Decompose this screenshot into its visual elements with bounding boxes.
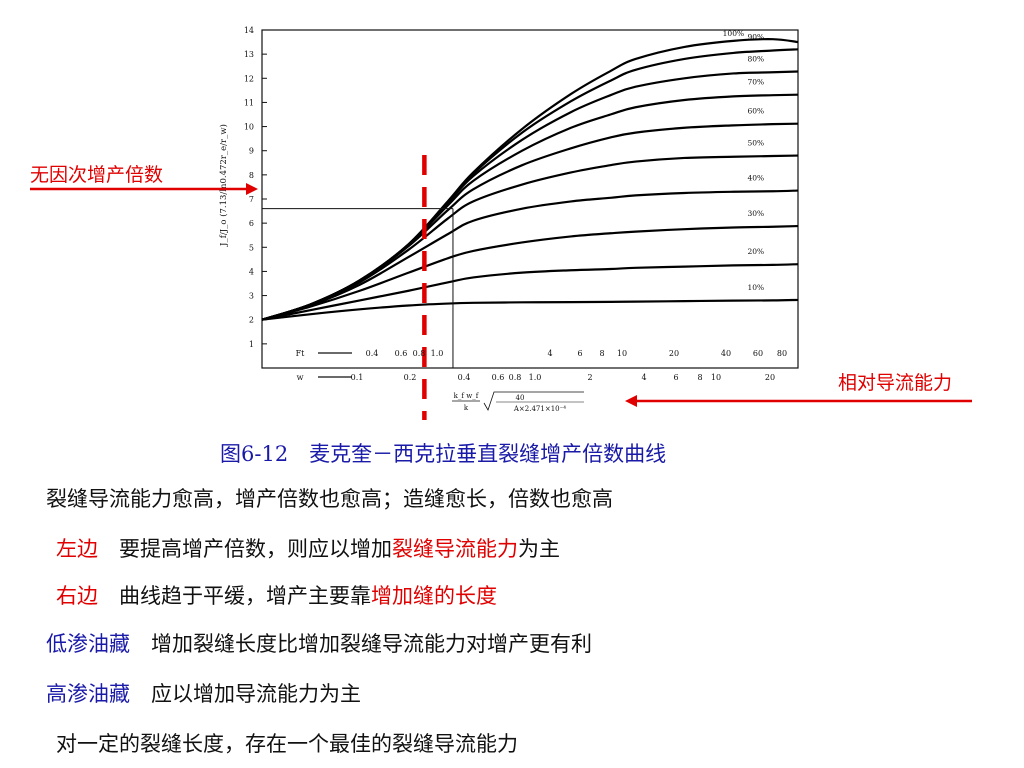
x-formula-denominator: k (464, 404, 469, 412)
curve-100pct (261, 38, 799, 321)
y-tick-label: 8 (249, 171, 254, 180)
ft-tick-label: 60 (753, 349, 763, 358)
y-tick-label: 12 (244, 74, 254, 83)
y-tick-label: 1 (249, 340, 254, 349)
y-tick-label: 10 (244, 123, 254, 132)
right-arrow-head (625, 395, 637, 407)
w-tick-label: 0.4 (458, 373, 471, 382)
series-label: 30% (748, 209, 765, 218)
ft-tick-label: 8 (599, 349, 604, 358)
w-tick-label: 1.0 (529, 373, 542, 382)
ft-row-label: Ft (296, 349, 306, 358)
dimensionless-yield-multiple-label: 无因次增产倍数 (30, 164, 164, 186)
w-tick-label: 2 (587, 373, 592, 382)
x-formula-inner-denominator: A×2.471×10⁻⁴ (513, 405, 566, 413)
ft-tick-label: 0.8 (413, 349, 426, 358)
w-tick-label: 6 (673, 373, 678, 382)
curve-30pct (261, 224, 799, 321)
x-formula-inner-numerator: 40 (516, 394, 525, 402)
y-tick-label: 13 (244, 50, 254, 59)
w-tick-label: 0.1 (351, 373, 364, 382)
curve-50pct (261, 154, 799, 321)
series-label: 60% (748, 107, 765, 116)
w-tick-label: 4 (641, 373, 646, 382)
series-label: 50% (748, 139, 765, 148)
note-line: 对一定的裂缝长度，存在一个最佳的裂缝导流能力 (56, 728, 518, 758)
series-label: 90% (748, 32, 765, 41)
w-row-label: w (297, 373, 304, 382)
y-tick-label: 4 (249, 267, 254, 276)
note-segment: 右边 (56, 584, 98, 608)
ft-tick-label: 20 (669, 349, 679, 358)
y-tick-label: 5 (249, 243, 254, 252)
ft-tick-label: 0.6 (395, 349, 408, 358)
ft-tick-label: 4 (547, 349, 552, 358)
y-tick-label: 14 (244, 26, 254, 35)
curve-20pct (261, 263, 799, 321)
series-label: 80% (748, 55, 765, 64)
ft-tick-label: 1.0 (431, 349, 444, 358)
note-segment: 曲线趋于平缓，增产主要靠 (98, 584, 371, 608)
w-tick-label: 0.6 (492, 373, 505, 382)
note-segment: 裂缝导流能力 (392, 537, 518, 561)
left-arrow-head (246, 183, 258, 195)
note-segment: 增加裂缝长度比增加裂缝导流能力对增产更有利 (130, 632, 592, 656)
note-segment: 对一定的裂缝长度，存在一个最佳的裂缝导流能力 (56, 732, 518, 756)
series-label: 100% (723, 29, 744, 38)
ft-tick-label: 10 (617, 349, 627, 358)
note-segment: 为主 (518, 537, 560, 561)
x-formula-numerator: k_f w_f (454, 392, 480, 400)
ft-tick-label: 40 (721, 349, 731, 358)
curve-90pct (261, 48, 799, 321)
note-segment: 要提高增产倍数，则应以增加 (98, 537, 392, 561)
series-label: 20% (748, 247, 765, 256)
w-tick-label: 10 (711, 373, 721, 382)
note-line: 裂缝导流能力愈高，增产倍数也愈高；造缝愈长，倍数也愈高 (46, 483, 613, 513)
y-tick-label: 6 (249, 219, 254, 228)
w-tick-label: 20 (765, 373, 775, 382)
ft-tick-label: 80 (777, 349, 787, 358)
curve-80pct (261, 70, 799, 321)
note-segment: 应以增加导流能力为主 (130, 682, 361, 706)
note-line: 低渗油藏 增加裂缝长度比增加裂缝导流能力对增产更有利 (46, 628, 592, 658)
y-axis-label: J_f/J_o (7.13/ln0.472r_e/r_w) (218, 124, 229, 247)
series-label: 70% (748, 78, 765, 87)
note-segment: 低渗油藏 (46, 632, 130, 656)
y-tick-label: 2 (249, 316, 254, 325)
plot-frame (261, 29, 799, 369)
note-segment: 增加缝的长度 (371, 584, 497, 608)
y-tick-label: 11 (244, 98, 254, 107)
curve-10pct (261, 298, 799, 321)
note-line: 右边 曲线趋于平缓，增产主要靠增加缝的长度 (56, 580, 497, 610)
note-segment: 左边 (56, 537, 98, 561)
ft-tick-label: 0.4 (366, 349, 379, 358)
w-tick-label: 0.8 (509, 373, 522, 382)
y-tick-label: 9 (249, 147, 254, 156)
y-tick-label: 7 (249, 195, 254, 204)
ft-tick-label: 6 (577, 349, 582, 358)
note-segment: 高渗油藏 (46, 682, 130, 706)
series-label: 10% (748, 283, 765, 292)
note-line: 高渗油藏 应以增加导流能力为主 (46, 678, 361, 708)
figure-caption: 图6-12 麦克奎－西克拉垂直裂缝增产倍数曲线 (220, 442, 667, 466)
w-tick-label: 0.2 (404, 373, 417, 382)
series-label: 40% (748, 174, 765, 183)
note-segment: 裂缝导流能力愈高，增产倍数也愈高；造缝愈长，倍数也愈高 (46, 487, 613, 511)
w-tick-label: 8 (697, 373, 702, 382)
relative-conductivity-label: 相对导流能力 (838, 372, 953, 394)
x-formula-sqrt (483, 391, 584, 411)
y-tick-label: 3 (249, 292, 254, 301)
note-line: 左边 要提高增产倍数，则应以增加裂缝导流能力为主 (56, 533, 560, 563)
curve-40pct (261, 189, 799, 321)
